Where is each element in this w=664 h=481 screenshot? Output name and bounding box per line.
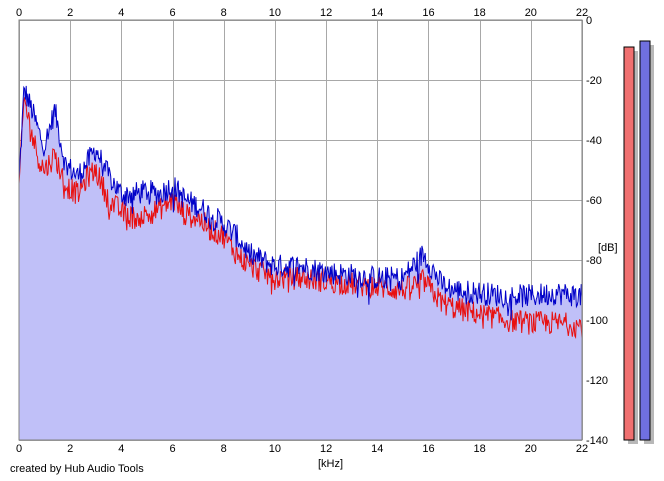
series-line-0 (18, 85, 583, 321)
x-tick-label-bottom-10: 20 (525, 443, 537, 455)
y-tick-label-5: -100 (586, 315, 608, 327)
plot-border (18, 19, 583, 441)
spectrum-fill (19, 85, 582, 441)
x-tick-label-0: 0 (16, 7, 22, 19)
series-line-1 (18, 97, 583, 339)
x-tick-label-bottom-4: 8 (221, 443, 227, 455)
level-meter-0 (623, 46, 635, 441)
x-tick-label-bottom-0: 0 (16, 443, 22, 455)
y-tick-label-4: -80 (586, 255, 602, 267)
x-tick-label-6: 12 (320, 7, 332, 19)
x-tick-label-bottom-7: 14 (371, 443, 383, 455)
x-tick-label-3: 6 (169, 7, 175, 19)
x-tick-label-bottom-3: 6 (169, 443, 175, 455)
series-layer (18, 85, 583, 441)
x-tick-label-4: 8 (221, 7, 227, 19)
y-tick-label-1: -20 (586, 75, 602, 87)
x-tick-label-5: 10 (269, 7, 281, 19)
x-tick-label-10: 20 (525, 7, 537, 19)
x-tick-label-bottom-9: 18 (474, 443, 486, 455)
y-tick-label-7: -140 (586, 435, 608, 447)
level-meter-1 (639, 40, 651, 441)
y-tick-label-2: -40 (586, 135, 602, 147)
x-axis-label: [kHz] (318, 458, 343, 470)
x-tick-label-8: 16 (422, 7, 434, 19)
credit-text: created by Hub Audio Tools (10, 463, 144, 475)
x-tick-label-bottom-5: 10 (269, 443, 281, 455)
x-tick-label-11: 22 (576, 7, 588, 19)
x-tick-label-bottom-6: 12 (320, 443, 332, 455)
x-tick-label-bottom-2: 4 (118, 443, 124, 455)
x-tick-label-9: 18 (474, 7, 486, 19)
x-tick-label-bottom-1: 2 (67, 443, 73, 455)
y-tick-labels: 0 -20 -40 -60 -80 -100 -120 -140 (586, 15, 608, 447)
x-tick-label-bottom-8: 16 (422, 443, 434, 455)
level-meters (623, 40, 654, 444)
x-tick-label-2: 4 (118, 7, 124, 19)
y-tick-label-6: -120 (586, 375, 608, 387)
y-tick-label-0: 0 (586, 15, 592, 27)
x-tick-label-1: 2 (67, 7, 73, 19)
y-axis-label: [dB] (598, 242, 618, 254)
y-tick-label-3: -60 (586, 195, 602, 207)
x-tick-label-7: 14 (371, 7, 383, 19)
x-tick-label-bottom-11: 22 (576, 443, 588, 455)
